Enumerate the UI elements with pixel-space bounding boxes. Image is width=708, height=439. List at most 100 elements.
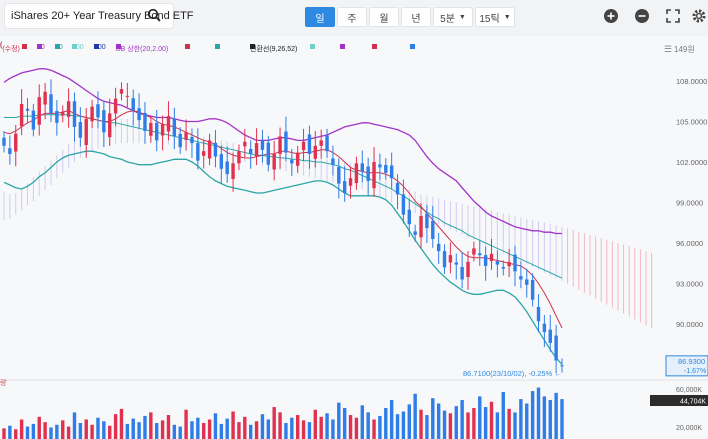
settings-icon[interactable] [690,7,708,25]
volume-bar [360,405,364,439]
expand-icon[interactable] [664,7,682,25]
volume-bar [254,421,259,439]
volume-bar [454,406,458,439]
volume-bar [348,415,353,439]
candle-body [37,97,41,125]
candle-body [19,103,24,127]
period-week-button[interactable]: 주 [337,7,367,27]
candle-body [96,104,100,118]
candle-body [454,262,458,265]
volume-bar [8,425,12,439]
volume-bar [202,423,206,439]
candle-body [61,112,65,116]
zoom-in-icon[interactable] [602,7,620,25]
candle-body [413,231,417,235]
price-tick-label: 90.0000 [676,320,703,329]
zoom-out-icon[interactable] [633,7,651,25]
ma8-line [3,110,563,329]
volume-tick-label: 60,000K [676,387,702,394]
current-volume-tag [650,395,708,406]
candle-body [49,94,53,114]
price-chart[interactable]: 108.0000 105.0000 102.0000 99.0000 96.0000 93… [0,54,708,439]
candle-body [507,261,511,267]
volume-bar [160,420,165,439]
search-icon[interactable] [147,8,161,25]
candle-body [378,164,382,168]
indicator-lines [3,68,563,365]
candle-body [337,167,341,184]
volume-bar [125,423,130,439]
candle-body [290,159,294,164]
period-year-button[interactable]: 년 [401,7,431,27]
volume-bar [519,399,523,439]
volume-bar [172,424,177,439]
volume-bar [143,415,147,439]
low-price-note: 86.7100(23/10/02), -0.25% ← [463,369,562,378]
volume-bar [384,407,388,439]
volume-bar [354,417,359,439]
candle-body [149,122,153,136]
volume-bar [166,415,171,439]
volume-bar [442,410,447,439]
candle-body [331,158,335,165]
candle-body [431,220,435,239]
period-day-button[interactable]: 일 [305,7,335,27]
candle-body [102,110,106,133]
candle-body [448,255,453,263]
legend-adjusted[interactable]: ((수정) [0,42,20,53]
candle-body [266,142,271,165]
volume-bar [378,415,382,439]
candle-body [401,194,406,215]
current-price-value: 86.9300 [678,357,705,366]
volume-bar [319,416,323,439]
volume-bar [372,419,376,439]
volume-bar [489,401,494,439]
volume-bar [61,420,65,439]
candle-body [501,267,505,269]
candle-body [384,164,388,173]
volume-bar [301,420,306,439]
candle-body [554,335,558,361]
candle-body [202,151,206,156]
volume-bar [2,428,6,439]
price-tick-label: 96.0000 [676,239,703,248]
candle-body [166,116,171,132]
volume-bar [419,409,423,439]
toolbar: iShares 20+ Year Treasury Bond ETF 일 주 월… [0,0,708,36]
volume-bar [513,412,517,439]
candle-body [407,209,411,225]
candle-body [301,141,306,151]
candle-body [196,143,200,161]
volume-bar [266,419,271,439]
price-tick-label: 105.0000 [676,118,707,127]
symbol-search-input[interactable]: iShares 20+ Year Treasury Bond ETF [4,3,194,29]
volume-bar [72,412,77,439]
volume-title: 량 [0,380,7,387]
candle-body [536,306,541,322]
candle-body [172,118,177,137]
volume-bar [90,424,94,439]
volume-bar [237,422,241,439]
volume-bar [495,412,500,439]
volume-bar [96,417,100,439]
volume-bar [184,409,188,439]
volume-bar [337,402,341,439]
volume-bar [31,423,36,439]
period-month-button[interactable]: 월 [369,7,399,27]
candle-body [225,161,229,175]
menu-icon[interactable]: ☰ [664,44,673,54]
volume-bar [284,423,288,439]
candlesticks [2,79,564,374]
candle-body [519,276,523,280]
volume-bar [413,393,417,439]
volume-bar [483,407,488,439]
tick-interval-dropdown[interactable]: 15틱 ▼ [475,7,515,27]
price-tick-label: 102.0000 [676,158,707,167]
chevron-down-icon: ▼ [458,13,466,21]
volume-bar [78,423,83,439]
candle-body [66,101,71,117]
volume-bar [213,413,218,439]
volume-bar [501,391,505,439]
minute-interval-dropdown[interactable]: 5분 ▼ [433,7,473,27]
candle-body [219,154,224,169]
